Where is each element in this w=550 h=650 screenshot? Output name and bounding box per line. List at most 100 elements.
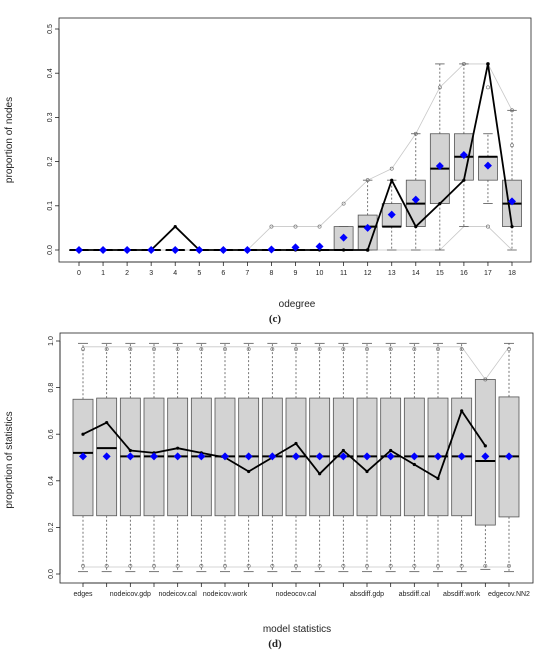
- outlier-point: [437, 85, 442, 90]
- outlier-point: [486, 85, 490, 90]
- observed-point: [462, 178, 466, 182]
- outlier-point: [246, 563, 251, 568]
- outlier-point: [223, 563, 227, 568]
- y-tick-label: 0.2: [48, 522, 55, 532]
- outlier-point: [413, 131, 418, 136]
- observed-point: [365, 469, 369, 474]
- mean-marker: [195, 246, 204, 254]
- outlier-point: [507, 563, 511, 568]
- outlier-point: [199, 347, 204, 352]
- observed-line: [82, 410, 487, 480]
- outlier-point: [270, 347, 275, 352]
- box: [474, 379, 496, 526]
- outlier-point: [175, 563, 180, 568]
- mean-marker: [102, 452, 111, 461]
- mean-marker: [75, 246, 83, 254]
- outlier-point: [128, 347, 133, 352]
- observed-point: [460, 409, 464, 413]
- y-tick-label: 0.8: [48, 383, 55, 393]
- outlier-point: [81, 347, 85, 352]
- mean-marker: [291, 243, 300, 252]
- chart-c: 0.00.10.20.30.40.50 1 2 3 4 5 6 7 8 9 10 11 12 13 14 15…: [4, 17, 532, 325]
- x-tick-label: 12: [364, 270, 372, 277]
- mean-marker: [363, 452, 371, 461]
- mean-marker: [292, 452, 300, 461]
- observed-point: [412, 462, 416, 467]
- outlier-point: [510, 108, 514, 113]
- x-tick-label: 16: [460, 270, 468, 277]
- range-upper-line: [83, 346, 510, 381]
- outlier-point: [436, 347, 440, 352]
- outlier-point: [269, 224, 274, 229]
- x-tick-label: 13: [388, 270, 396, 277]
- observed-point: [247, 469, 251, 474]
- observed-point: [390, 178, 394, 182]
- mean-marker: [508, 197, 516, 206]
- observed-point: [105, 420, 109, 425]
- y-tick-label: 0.2: [47, 157, 54, 167]
- mean-marker: [435, 162, 444, 171]
- outlier-point: [483, 377, 488, 382]
- observed-point: [486, 62, 490, 66]
- x-tick-label: 4: [173, 270, 177, 277]
- observed-point: [81, 432, 85, 436]
- mean-marker: [481, 452, 490, 461]
- outlier-point: [365, 178, 370, 183]
- outlier-point: [365, 563, 369, 568]
- x-tick-label: 0: [77, 270, 81, 277]
- y-tick-label: 0.3: [47, 112, 54, 122]
- observed-point: [438, 201, 442, 206]
- outlier-point: [341, 347, 346, 352]
- mean-marker: [123, 246, 132, 254]
- outlier-point: [270, 563, 275, 568]
- outlier-point: [459, 347, 464, 352]
- outlier-point: [294, 563, 298, 568]
- outlier-point: [365, 347, 369, 352]
- outlier-point: [483, 563, 488, 568]
- outlier-point: [412, 347, 417, 352]
- outlier-point: [152, 563, 156, 568]
- outlier-point: [412, 563, 417, 568]
- x-tick-label: 3: [149, 270, 153, 277]
- x-tick-label: 10: [316, 270, 324, 277]
- observed-point: [176, 446, 180, 450]
- mean-marker: [99, 246, 108, 254]
- x-tick-label: nodeicov.gdp: [110, 591, 151, 598]
- x-tick-label: 17: [484, 270, 492, 277]
- mean-marker: [221, 452, 229, 461]
- outlier-point: [388, 347, 393, 352]
- y-axis-label: proportion of statistics: [4, 411, 15, 508]
- outlier-point: [341, 563, 346, 568]
- observed-point: [342, 248, 346, 252]
- x-tick-label: 11: [340, 270, 347, 277]
- mean-marker: [150, 452, 158, 461]
- mean-marker: [173, 452, 182, 461]
- mean-marker: [339, 233, 348, 242]
- outlier-point: [507, 347, 511, 352]
- mean-marker: [505, 452, 513, 461]
- observed-point: [510, 224, 514, 229]
- x-tick-label: 7: [245, 270, 249, 277]
- x-tick-label: 18: [508, 270, 516, 277]
- observed-point: [341, 448, 345, 453]
- x-tick-label: 15: [436, 270, 444, 277]
- x-axis-label: model statistics: [263, 624, 331, 635]
- y-tick-label: 0.0: [47, 245, 54, 255]
- outlier-point: [81, 563, 85, 568]
- mean-marker: [147, 246, 156, 254]
- observed-point: [294, 441, 298, 446]
- y-tick-label: 0.6: [48, 429, 55, 439]
- mean-marker: [411, 195, 420, 204]
- observed-point: [366, 248, 370, 252]
- plot-area: 0.0 0.2 0.4 0.6 0.8 1.0 edges nodeicov.gdp nodei…: [48, 332, 534, 598]
- x-tick-label: absdiff.cal: [399, 591, 431, 598]
- mean-marker: [197, 452, 206, 461]
- x-tick-label: absdiff.gdp: [350, 591, 384, 598]
- mean-marker: [315, 452, 324, 461]
- x-tick-label: nodeicov.cal: [158, 591, 197, 598]
- mean-marker: [244, 452, 253, 461]
- outlier-point: [104, 347, 109, 352]
- observed-point: [173, 224, 177, 229]
- mean-marker: [386, 452, 395, 461]
- outlier-point: [486, 224, 490, 229]
